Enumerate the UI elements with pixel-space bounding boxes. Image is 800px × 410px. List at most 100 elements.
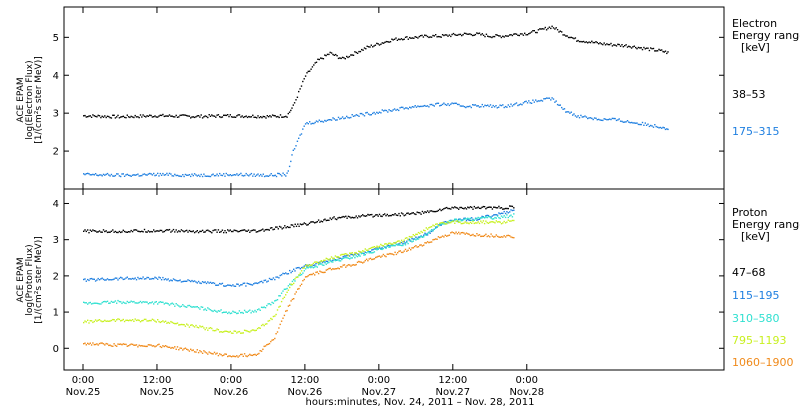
proton-point <box>206 352 207 353</box>
proton-point <box>176 280 177 281</box>
proton-point <box>273 303 274 304</box>
proton-point <box>111 320 112 321</box>
proton-point <box>252 355 253 356</box>
electron-point <box>460 34 461 35</box>
proton-point <box>481 207 482 208</box>
proton-point <box>465 221 466 222</box>
proton-point <box>220 309 221 310</box>
electron-point <box>197 175 198 176</box>
electron-point <box>215 117 216 118</box>
proton-point <box>102 342 103 343</box>
electron-point <box>632 122 633 123</box>
proton-point <box>131 278 132 279</box>
proton-point <box>254 282 255 283</box>
electron-point <box>415 36 416 37</box>
proton-point <box>505 222 506 223</box>
proton-point <box>365 252 366 253</box>
electron-point <box>362 114 363 115</box>
proton-point <box>190 325 191 326</box>
electron-point <box>214 175 215 176</box>
proton-point <box>243 332 244 333</box>
electron-point <box>582 116 583 117</box>
proton-point <box>297 289 298 290</box>
proton-ytick-label-0: 0 <box>53 344 59 355</box>
proton-point <box>333 259 334 260</box>
proton-point <box>388 243 389 244</box>
proton-point <box>173 229 174 230</box>
proton-point <box>108 279 109 280</box>
electron-point <box>594 117 595 118</box>
proton-point <box>374 258 375 259</box>
proton-point <box>353 255 354 256</box>
electron-point <box>95 173 96 174</box>
proton-point <box>423 245 424 246</box>
electron-point <box>139 175 140 176</box>
proton-point <box>485 215 486 216</box>
xtick-time-5: 12:00 <box>438 375 467 386</box>
proton-point <box>119 319 120 320</box>
electron-point <box>330 52 331 53</box>
proton-point <box>322 264 323 265</box>
electron-point <box>257 173 258 174</box>
proton-point <box>115 345 116 346</box>
electron-point <box>458 34 459 35</box>
proton-point <box>136 344 137 345</box>
proton-point <box>117 318 118 319</box>
proton-point <box>95 303 96 304</box>
electron-point <box>438 36 439 37</box>
proton-point <box>153 229 154 230</box>
proton-point <box>397 244 398 245</box>
proton-point <box>109 320 110 321</box>
electron-point <box>395 37 396 38</box>
proton-point <box>348 264 349 265</box>
proton-legend-series-3: 310–580 <box>732 312 780 325</box>
proton-point <box>202 281 203 282</box>
electron-point <box>447 36 448 37</box>
proton-point <box>315 222 316 223</box>
electron-point <box>531 103 532 104</box>
electron-point <box>665 51 666 52</box>
proton-point <box>206 327 207 328</box>
electron-point <box>149 115 150 116</box>
proton-point <box>404 250 405 251</box>
proton-point <box>125 344 126 345</box>
electron-point <box>384 110 385 111</box>
electron-point <box>249 116 250 117</box>
proton-point <box>294 270 295 271</box>
proton-point <box>389 253 390 254</box>
electron-point <box>614 118 615 119</box>
proton-point <box>186 281 187 282</box>
electron-point <box>427 105 428 106</box>
electron-point <box>345 58 346 59</box>
proton-point <box>435 228 436 229</box>
proton-point <box>341 217 342 218</box>
electron-point <box>543 98 544 99</box>
proton-point <box>203 309 204 310</box>
proton-point <box>87 343 88 344</box>
proton-point <box>281 321 282 322</box>
proton-point <box>388 246 389 247</box>
proton-point <box>197 282 198 283</box>
proton-point <box>422 232 423 233</box>
proton-point <box>318 273 319 274</box>
proton-point <box>352 252 353 253</box>
electron-point <box>170 116 171 117</box>
electron-point <box>666 53 667 54</box>
proton-point <box>512 220 513 221</box>
electron-point <box>358 116 359 117</box>
proton-point <box>474 223 475 224</box>
electron-point <box>198 115 199 116</box>
electron-point <box>205 175 206 176</box>
electron-point <box>243 175 244 176</box>
proton-point <box>332 261 333 262</box>
proton-point <box>182 349 183 350</box>
proton-point <box>367 260 368 261</box>
proton-point <box>274 315 275 316</box>
proton-point <box>323 260 324 261</box>
proton-point <box>398 244 399 245</box>
proton-point <box>94 303 95 304</box>
proton-point <box>128 278 129 279</box>
proton-point <box>232 231 233 232</box>
proton-point <box>333 258 334 259</box>
electron-point <box>635 123 636 124</box>
